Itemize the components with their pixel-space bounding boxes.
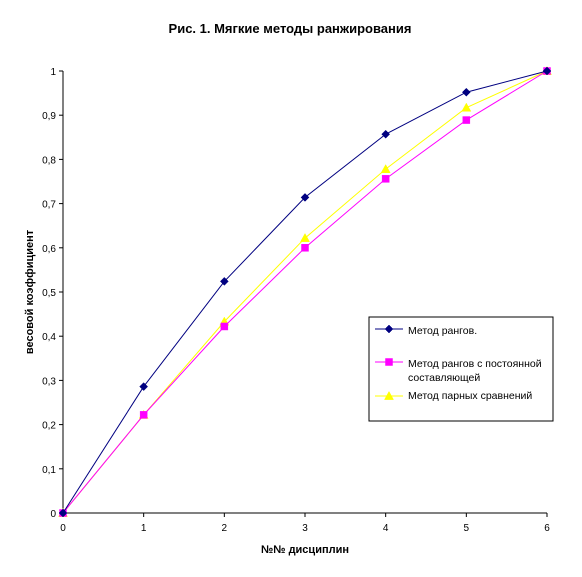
- data-point: [139, 382, 149, 391]
- y-tick-label: 0,4: [42, 332, 56, 343]
- x-axis-ticks: 0 1 2 3 4 5 6: [60, 513, 550, 534]
- x-tick-label: 3: [302, 523, 308, 534]
- legend-swatch-marker: [384, 390, 394, 400]
- data-point: [58, 508, 68, 518]
- series-1: [58, 66, 552, 518]
- data-point: [461, 87, 471, 97]
- y-axis-label: весовой коэффициент: [24, 229, 36, 354]
- x-tick-label: 0: [60, 523, 66, 534]
- y-tick-label: 0,1: [42, 465, 56, 476]
- legend: Метод рангов. Метод рангов с постоянной со…: [368, 316, 554, 422]
- data-point: [219, 277, 229, 286]
- data-point: [220, 322, 229, 331]
- data-point: [300, 193, 310, 202]
- chart-title: Рис. 1. Мягкие методы ранжирования: [169, 21, 412, 36]
- x-tick-label: 2: [222, 523, 228, 534]
- legend-label: Метод рангов с постоянной составляющей: [408, 358, 542, 384]
- series-layer: [58, 65, 552, 518]
- legend-swatch-marker: [384, 324, 394, 334]
- legend-swatch-marker: [385, 358, 393, 366]
- data-point: [461, 102, 472, 112]
- data-point: [139, 411, 148, 419]
- y-tick-label: 0,6: [42, 244, 56, 255]
- legend-entry-1: Метод рангов.: [375, 324, 477, 337]
- data-point: [381, 175, 390, 183]
- y-tick-label: 0,8: [42, 155, 56, 166]
- y-tick-label: 0,5: [42, 288, 56, 299]
- data-point: [301, 244, 309, 252]
- data-point: [380, 164, 391, 173]
- legend-box: [368, 316, 554, 422]
- x-tick-label: 6: [544, 523, 550, 534]
- legend-entry-3: Метод парных сравнений: [375, 390, 532, 402]
- data-point: [381, 129, 391, 139]
- x-tick-label: 1: [141, 523, 147, 534]
- y-axis-ticks: 0 0,1 0,2 0,3 0,4 0,5 0,6 0,7 0,8 0,9 1: [42, 67, 63, 520]
- y-tick-label: 0: [50, 509, 56, 520]
- y-tick-label: 1: [50, 67, 56, 78]
- data-point: [542, 66, 552, 76]
- legend-label: Метод парных сравнений: [408, 390, 532, 402]
- y-tick-label: 0,7: [42, 200, 56, 211]
- y-tick-label: 0,3: [42, 376, 56, 387]
- legend-entry-2: Метод рангов с постоянной составляющей: [375, 358, 542, 384]
- y-tick-label: 0,2: [42, 421, 56, 432]
- x-tick-label: 4: [383, 523, 389, 534]
- plot-area: [63, 71, 547, 513]
- data-point: [462, 116, 471, 124]
- legend-label: Метод рангов.: [408, 325, 477, 337]
- x-tick-label: 5: [464, 523, 470, 534]
- y-tick-label: 0,9: [42, 111, 56, 122]
- series-2: [59, 67, 551, 517]
- x-axis-label: №№ дисциплин: [261, 544, 349, 556]
- data-point: [300, 233, 310, 242]
